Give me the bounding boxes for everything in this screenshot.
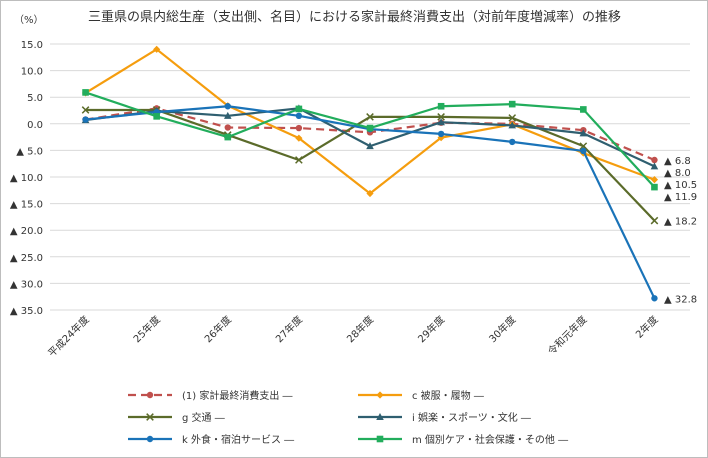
y-tick-label: 10.0	[21, 67, 43, 78]
y-tick-label: ▲ 5.0	[16, 146, 43, 157]
y-tick-label: ▲ 10.0	[10, 173, 43, 184]
legend-marker	[146, 391, 154, 399]
legend-marker	[376, 391, 384, 399]
end-value-labels: ▲ 6.8▲ 8.0▲ 10.5▲ 11.9 ▲ 18.2 ▲ 32.8	[664, 156, 697, 305]
y-tick-label: 5.0	[27, 93, 43, 104]
data-point	[579, 129, 588, 137]
end-value-label: ▲ 10.5	[664, 180, 697, 191]
data-point	[437, 134, 445, 142]
y-tick-label: ▲ 30.0	[10, 279, 43, 290]
legend-label: c 被服・履物 ―	[412, 389, 484, 402]
legend-item: i 娯楽・スポーツ・文化 ―	[358, 411, 531, 424]
x-tick-labels: 平成24年度 25年度 26年度 27年度 28年度 29年度 30年度 令和元年度 2年度	[45, 313, 660, 359]
x-tick-label: 30年度	[486, 313, 518, 345]
data-point	[82, 89, 89, 96]
end-value-label: ▲ 6.8	[664, 156, 691, 167]
data-point	[650, 162, 659, 170]
y-tick-label: 0.0	[27, 120, 43, 131]
y-tick-label: 15.0	[21, 40, 43, 51]
data-point	[508, 100, 516, 108]
data-point	[153, 113, 160, 120]
data-point	[295, 124, 303, 132]
legend-item: g 交通 ―	[128, 411, 225, 424]
data-point	[153, 45, 161, 53]
legend-label: i 娯楽・スポーツ・文化 ―	[412, 411, 531, 424]
legend-label: (1) 家計最終消費支出 ―	[182, 389, 293, 402]
data-point	[295, 134, 303, 142]
legend: (1) 家計最終消費支出 ― c 被服・履物 ― g 交通 ― i 娯楽・スポーツ・文…	[128, 389, 568, 446]
legend-item: m 個別ケア・社会保護・その他 ―	[358, 433, 568, 446]
y-tick-label: ▲ 20.0	[10, 226, 43, 237]
data-point	[295, 156, 303, 164]
legend-label: m 個別ケア・社会保護・その他 ―	[412, 433, 568, 446]
legend-item: c 被服・履物 ―	[358, 389, 484, 402]
x-tick-label: 2年度	[633, 313, 661, 341]
data-point	[508, 121, 517, 129]
data-point	[366, 113, 374, 121]
data-point	[81, 106, 90, 114]
data-point	[82, 116, 89, 123]
data-point	[508, 114, 517, 122]
data-point	[224, 103, 231, 110]
data-point	[651, 156, 658, 164]
legend-item: (1) 家計最終消費支出 ―	[128, 389, 293, 402]
x-tick-label: 27年度	[273, 313, 305, 345]
gridlines	[50, 43, 690, 311]
data-point	[295, 112, 303, 120]
legend-marker	[146, 413, 154, 421]
x-tick-label: 29年度	[415, 313, 447, 345]
legend-marker	[376, 413, 384, 420]
x-tick-label: 28年度	[344, 313, 376, 345]
legend-marker	[376, 435, 384, 443]
data-point	[437, 118, 445, 126]
x-tick-label: 平成24年度	[45, 313, 91, 359]
data-point	[295, 105, 303, 113]
end-value-label: ▲ 8.0	[664, 168, 691, 179]
series-lines	[81, 45, 659, 302]
end-value-label: ▲ 32.8	[664, 294, 697, 305]
data-point	[224, 124, 231, 131]
x-tick-label: 25年度	[130, 313, 162, 345]
data-point	[223, 111, 232, 119]
data-point	[366, 124, 374, 132]
data-point	[580, 106, 587, 113]
data-point	[437, 113, 445, 121]
series-1	[81, 45, 659, 198]
legend-label: k 外食・宿泊サービス ―	[182, 433, 294, 446]
x-tick-label: 26年度	[202, 313, 234, 345]
data-point	[366, 142, 374, 150]
data-point	[650, 216, 659, 225]
data-point	[366, 189, 374, 198]
x-tick-label: 令和元年度	[545, 313, 590, 358]
data-point	[437, 130, 445, 138]
y-tick-labels: 15.0 10.0 5.0 0.0 ▲ 5.0 ▲ 10.0 ▲ 15.0 ▲ 20.0 ▲ 2…	[10, 40, 43, 317]
legend-item: k 外食・宿泊サービス ―	[128, 433, 294, 446]
series-5	[82, 89, 658, 191]
data-point	[651, 295, 658, 302]
end-value-label: ▲ 11.9	[664, 192, 697, 203]
chart-title: 三重県の県内総生産（支出側、名目）における家計最終消費支出（対前年度増減率）の推…	[88, 9, 621, 25]
data-point	[651, 183, 658, 191]
data-point	[580, 147, 587, 155]
data-point	[650, 176, 659, 184]
legend-marker	[146, 435, 154, 443]
end-value-label: ▲ 18.2	[664, 217, 697, 228]
y-tick-label: ▲ 35.0	[10, 306, 43, 317]
y-tick-label: ▲ 25.0	[10, 253, 43, 264]
data-point	[579, 142, 588, 150]
y-axis-unit: （%）	[14, 14, 44, 26]
data-point	[509, 138, 516, 146]
data-point	[224, 133, 232, 141]
legend-label: g 交通 ―	[182, 411, 225, 424]
y-tick-label: ▲ 15.0	[10, 200, 43, 211]
data-point	[437, 102, 445, 110]
